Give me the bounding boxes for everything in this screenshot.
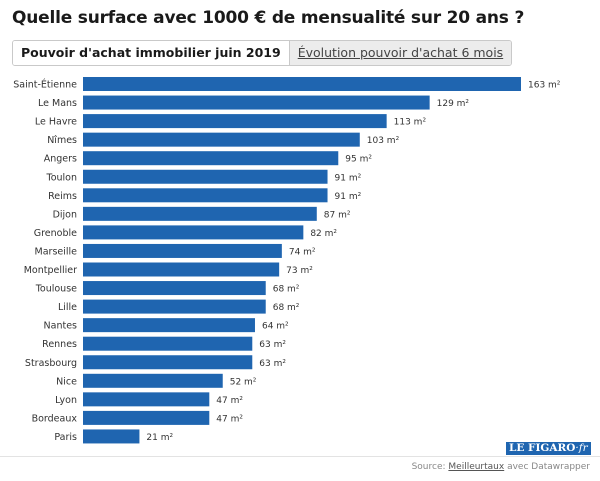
- category-label-nice: Nice: [56, 376, 77, 387]
- category-label-dijon: Dijon: [53, 209, 77, 220]
- bar-lyon[interactable]: [83, 392, 210, 407]
- tab-bar: Pouvoir d'achat immobilier juin 2019 Évo…: [12, 40, 513, 66]
- value-label-le-mans: 129 m²: [437, 99, 470, 109]
- bar-toulon[interactable]: [83, 169, 328, 184]
- value-label-toulon: 91 m²: [335, 173, 362, 183]
- category-label-rennes: Rennes: [42, 339, 77, 350]
- value-label-lyon: 47 m²: [216, 396, 243, 406]
- value-label-lille: 68 m²: [273, 303, 300, 313]
- chart-title: Quelle surface avec 1000 € de mensualité…: [12, 8, 525, 28]
- bar-paris[interactable]: [83, 429, 140, 444]
- bar-grenoble[interactable]: [83, 225, 304, 240]
- le-figaro-logo: LE FIGARO·fr: [506, 442, 591, 455]
- category-label-montpellier: Montpellier: [24, 265, 77, 276]
- bar-toulouse[interactable]: [83, 281, 266, 296]
- category-label-toulon: Toulon: [46, 172, 78, 183]
- category-label-saint-etienne: Saint-Étienne: [13, 79, 77, 91]
- category-label-angers: Angers: [44, 154, 77, 165]
- category-label-reims: Reims: [48, 191, 77, 202]
- bar-bordeaux[interactable]: [83, 410, 210, 425]
- category-label-le-mans: Le Mans: [38, 98, 77, 109]
- bar-le-havre[interactable]: [83, 114, 387, 129]
- source-link[interactable]: Meilleurtaux: [448, 462, 505, 472]
- value-label-toulouse: 68 m²: [273, 285, 300, 295]
- category-label-toulouse: Toulouse: [35, 284, 77, 295]
- bar-dijon[interactable]: [83, 206, 317, 221]
- bar-nantes[interactable]: [83, 318, 255, 333]
- tab-pouvoir-achat-juin-2019[interactable]: Pouvoir d'achat immobilier juin 2019: [13, 41, 289, 65]
- category-label-paris: Paris: [54, 432, 77, 443]
- bar-reims[interactable]: [83, 188, 328, 203]
- category-label-nimes: Nîmes: [47, 135, 77, 146]
- value-label-bordeaux: 47 m²: [216, 414, 243, 424]
- value-label-marseille: 74 m²: [289, 247, 316, 257]
- logo-main: LE FIGARO: [509, 442, 576, 454]
- bar-chart: Saint-Étienne 163 m² Le Mans 129 m² Le Havre…: [13, 77, 561, 444]
- value-label-grenoble: 82 m²: [310, 229, 337, 239]
- value-label-dijon: 87 m²: [324, 210, 351, 220]
- value-label-nice: 52 m²: [230, 377, 257, 387]
- category-label-grenoble: Grenoble: [34, 228, 77, 239]
- value-label-montpellier: 73 m²: [286, 266, 313, 276]
- value-label-rennes: 63 m²: [259, 340, 286, 350]
- bar-lille[interactable]: [83, 299, 266, 314]
- logo-suffix: ·fr: [575, 442, 588, 454]
- bar-montpellier[interactable]: [83, 262, 280, 277]
- bar-rennes[interactable]: [83, 336, 253, 351]
- bar-angers[interactable]: [83, 151, 339, 166]
- bar-strasbourg[interactable]: [83, 355, 253, 370]
- category-label-le-havre: Le Havre: [35, 117, 77, 128]
- value-label-angers: 95 m²: [345, 155, 372, 165]
- value-label-le-havre: 113 m²: [394, 118, 427, 128]
- category-label-lyon: Lyon: [55, 395, 77, 406]
- category-label-nantes: Nantes: [44, 321, 78, 332]
- source-prefix: Source:: [411, 462, 449, 472]
- value-label-strasbourg: 63 m²: [259, 359, 286, 369]
- category-label-lille: Lille: [58, 302, 77, 313]
- bar-saint-etienne[interactable]: [83, 77, 521, 91]
- value-label-nimes: 103 m²: [367, 136, 400, 146]
- source-suffix: avec Datawrapper: [504, 462, 590, 472]
- category-label-marseille: Marseille: [35, 246, 78, 257]
- value-label-saint-etienne: 163 m²: [528, 81, 561, 91]
- bar-le-mans[interactable]: [83, 95, 430, 110]
- footer-divider: [0, 456, 600, 457]
- category-label-strasbourg: Strasbourg: [25, 358, 77, 369]
- tab-evolution-6-mois[interactable]: Évolution pouvoir d'achat 6 mois: [288, 41, 512, 65]
- bar-nimes[interactable]: [83, 132, 360, 147]
- value-label-reims: 91 m²: [335, 192, 362, 202]
- category-label-bordeaux: Bordeaux: [32, 413, 78, 424]
- bar-nice[interactable]: [83, 373, 223, 388]
- value-label-nantes: 64 m²: [262, 322, 289, 332]
- source-credit: Source: Meilleurtaux avec Datawrapper: [412, 462, 590, 472]
- value-label-paris: 21 m²: [146, 433, 173, 443]
- bar-marseille[interactable]: [83, 243, 282, 258]
